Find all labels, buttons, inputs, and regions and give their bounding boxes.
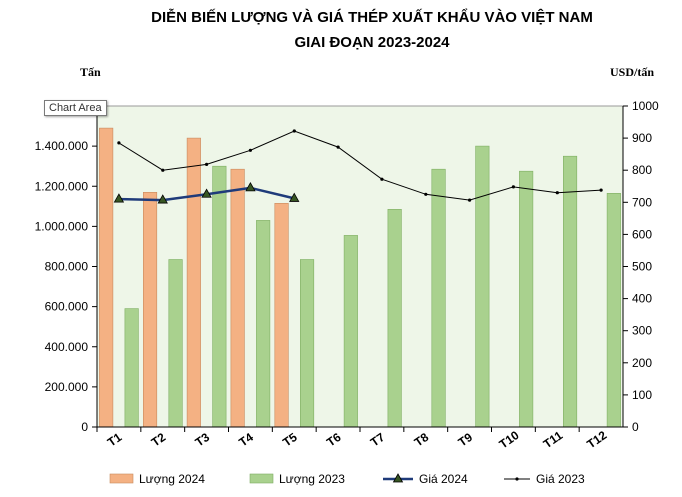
point-gia-2024[interactable] [245, 182, 256, 192]
y-right-tick-label: 900 [632, 131, 652, 145]
y-right-tick-label: 0 [632, 420, 639, 434]
bar-luong-2024[interactable] [186, 137, 201, 428]
point-gia-2024[interactable] [289, 192, 300, 202]
y-right-tick-label: 400 [632, 292, 652, 306]
bar-luong-2024[interactable] [143, 192, 158, 428]
legend-label-luong-2024: Lượng 2024 [139, 472, 205, 486]
plot-area[interactable] [96, 105, 624, 428]
point-gia-2023[interactable] [424, 192, 428, 196]
line-gia-2023[interactable] [118, 130, 602, 201]
bar-luong-2023[interactable] [343, 235, 358, 428]
point-gia-2023[interactable] [511, 185, 515, 189]
point-gia-2023[interactable] [468, 198, 472, 202]
y-right-tick-label: 200 [632, 356, 652, 370]
bar-luong-2023[interactable] [475, 145, 490, 428]
y-right-tick-label: 600 [632, 227, 652, 241]
point-gia-2023[interactable] [336, 145, 340, 149]
point-gia-2023[interactable] [117, 141, 121, 145]
bar-luong-2024[interactable] [274, 203, 289, 428]
legend-label-gia-2023: Giá 2023 [536, 472, 585, 486]
y-right-tick-label: 1000 [632, 99, 659, 113]
point-gia-2023[interactable] [161, 168, 165, 172]
y-left-tick-label: 1.400.000 [35, 139, 89, 153]
legend-marker-gia-2023 [515, 477, 519, 481]
bar-luong-2023[interactable] [519, 170, 534, 428]
bar-luong-2023[interactable] [168, 259, 183, 428]
chart-title-line-1: DIỄN BIẾN LƯỢNG VÀ GIÁ THÉP XUẤT KHẨU VÀ… [151, 8, 593, 26]
y-right-tick-label: 700 [632, 195, 652, 209]
point-gia-2023[interactable] [599, 188, 603, 192]
y-right-tick-label: 300 [632, 324, 652, 338]
y-left-tick-label: 200.000 [45, 380, 89, 394]
point-gia-2024[interactable] [157, 194, 168, 204]
y-left-tick-label: 800.000 [45, 260, 89, 274]
legend-swatch-luong-2023 [249, 473, 274, 484]
legend-label-gia-2024: Giá 2024 [419, 472, 468, 486]
bar-luong-2023[interactable] [124, 308, 139, 428]
bar-luong-2023[interactable] [387, 209, 402, 428]
chart-area-tooltip: Chart Area [44, 100, 107, 116]
bar-luong-2024[interactable] [99, 127, 114, 428]
legend-marker-gia-2024 [392, 473, 404, 483]
y-right-tick-label: 800 [632, 163, 652, 177]
bar-luong-2023[interactable] [562, 155, 578, 428]
point-gia-2023[interactable] [555, 191, 559, 195]
bar-luong-2023[interactable] [212, 165, 227, 428]
y-left-tick-label: 1.200.000 [35, 179, 89, 193]
y-left-tick-label: 1.000.000 [35, 219, 89, 233]
point-gia-2024[interactable] [201, 188, 212, 198]
y-right-tick-label: 100 [632, 388, 652, 402]
chart-title-line-2: GIAI ĐOẠN 2023-2024 [294, 34, 450, 51]
point-gia-2023[interactable] [205, 162, 209, 166]
bar-luong-2023[interactable] [431, 168, 446, 428]
y-left-axis-label: Tấn [80, 65, 101, 79]
point-gia-2023[interactable] [292, 129, 296, 133]
point-gia-2023[interactable] [248, 148, 252, 152]
bar-luong-2023[interactable] [256, 220, 271, 428]
bar-luong-2024[interactable] [230, 168, 245, 428]
y-left-tick-label: 400.000 [45, 340, 89, 354]
point-gia-2023[interactable] [380, 177, 384, 181]
y-right-tick-label: 500 [632, 260, 652, 274]
y-left-tick-label: 0 [81, 420, 88, 434]
y-left-tick-label: 600.000 [45, 300, 89, 314]
legend-label-luong-2023: Lượng 2023 [279, 472, 345, 486]
point-gia-2024[interactable] [113, 193, 125, 203]
y-right-axis-label: USD/tấn [610, 65, 654, 79]
legend-swatch-luong-2024 [109, 473, 134, 484]
bar-luong-2023[interactable] [299, 259, 315, 428]
bar-luong-2023[interactable] [606, 193, 621, 428]
